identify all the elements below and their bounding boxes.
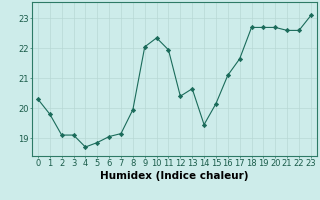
X-axis label: Humidex (Indice chaleur): Humidex (Indice chaleur) — [100, 171, 249, 181]
